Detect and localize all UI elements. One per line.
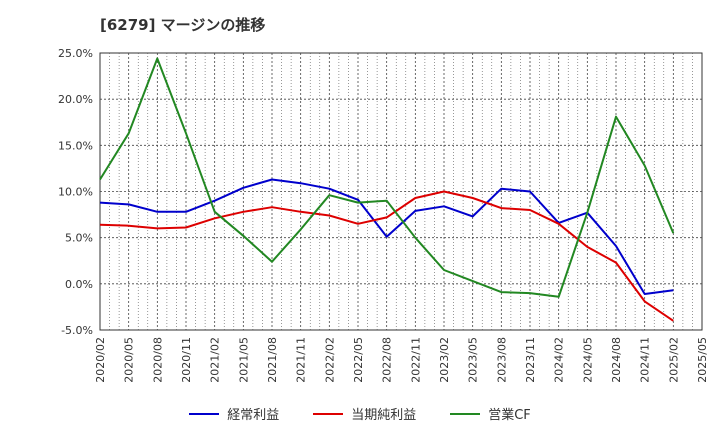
x-tick-label: 2021/02 [209,337,222,383]
chart-title: [6279] マージンの推移 [100,16,266,34]
x-tick-label: 2020/02 [94,337,107,383]
x-tick-label: 2021/11 [295,337,308,383]
series-line-2 [99,57,675,298]
x-tick-label: 2022/02 [323,337,336,383]
x-tick-label: 2022/05 [352,337,365,383]
y-tick-label: 10.0% [58,186,93,199]
x-tick-label: 2021/08 [266,337,279,383]
legend-item-eigyo-cf: 営業CF [450,404,531,423]
y-tick-label: 5.0% [65,232,93,245]
legend-label-keijo: 経常利益 [227,408,280,423]
x-tick-label: 2023/05 [467,337,480,383]
x-tick-label: 2025/05 [696,337,709,383]
x-tick-label: 2020/08 [151,337,164,383]
legend-swatch-eigyo-cf [450,412,481,415]
legend-item-keijo: 経常利益 [189,404,279,423]
legend-item-junrieki: 当期純利益 [313,404,416,423]
y-tick-label: 20.0% [58,93,93,106]
x-tick-label: 2022/08 [381,337,394,383]
x-tick-label: 2025/02 [667,337,680,383]
x-tick-label: 2024/02 [553,337,566,383]
x-tick-label: 2020/11 [180,337,193,383]
y-tick-label: -5.0% [61,324,93,337]
series-line-0 [99,178,674,295]
y-tick-label: 0.0% [65,278,93,291]
x-tick-label: 2020/05 [123,337,136,383]
legend-swatch-keijo [189,412,220,415]
y-tick-label: 25.0% [58,47,93,60]
x-tick-label: 2023/02 [438,337,451,383]
x-tick-label: 2023/08 [495,337,508,383]
x-tick-label: 2024/05 [581,337,594,383]
x-tick-label: 2024/11 [639,337,652,383]
legend-label-eigyo-cf: 営業CF [488,408,531,423]
y-tick-label: 15.0% [58,139,93,152]
legend-swatch-junrieki [313,412,344,415]
x-tick-label: 2022/11 [409,337,422,383]
chart-legend: 経常利益 当期純利益 営業CF [0,404,720,423]
legend-label-junrieki: 当期純利益 [351,408,417,423]
x-tick-label: 2021/05 [237,337,250,383]
x-tick-label: 2023/11 [524,337,537,383]
x-tick-label: 2024/08 [610,337,623,383]
